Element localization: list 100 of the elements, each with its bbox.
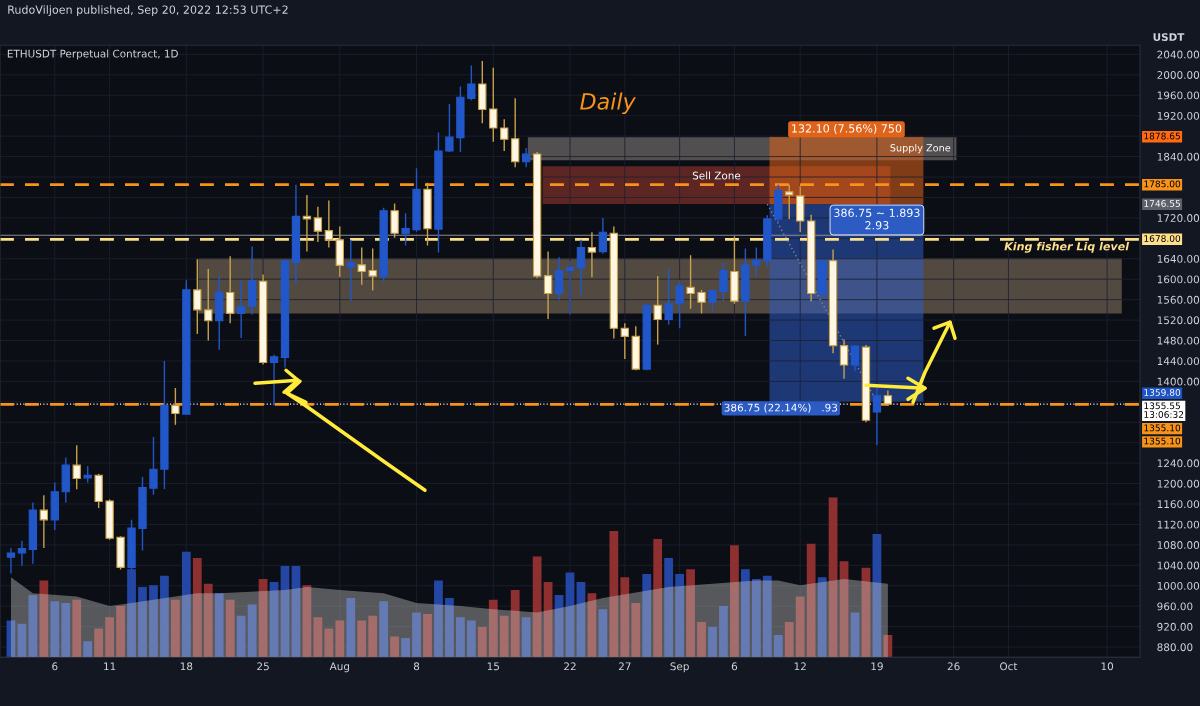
bar — [543, 582, 553, 658]
bar — [181, 551, 191, 658]
candlestick — [686, 254, 695, 310]
annotation: King fisher Liq level — [1004, 241, 1130, 253]
candlestick — [324, 199, 334, 249]
y-tick-label: 960.00 — [1157, 602, 1193, 611]
y-tick-label: 1480.00 — [1157, 336, 1200, 345]
x-tick-label: 6 — [52, 662, 58, 671]
bar — [675, 574, 684, 658]
bar — [269, 582, 279, 658]
y-tick-label: 1960.00 — [1157, 91, 1200, 100]
bar — [598, 609, 608, 658]
bar — [631, 602, 641, 658]
bar — [861, 567, 871, 658]
bar — [192, 558, 202, 658]
x-tick-label: 10 — [1101, 662, 1114, 671]
y-tick-label: 1920.00 — [1157, 111, 1200, 120]
annotation: Daily — [580, 92, 636, 115]
bar — [116, 606, 125, 658]
bar — [576, 582, 586, 658]
y-tick-label: 1840.00 — [1157, 152, 1200, 161]
bar — [324, 628, 334, 658]
bar — [488, 599, 498, 658]
candlestick — [565, 260, 575, 316]
bar — [357, 620, 367, 658]
text: RudoViljoen published, Sep 20, 2022 12:53 UTC+2 — [8, 5, 288, 16]
bar — [751, 578, 761, 658]
ref-line-label: 1355.55 13:06:32 — [1144, 402, 1184, 418]
bar — [50, 601, 60, 658]
chart-title: ETHUSDT Perpetual Contract, 1D — [7, 49, 178, 60]
bar — [510, 590, 520, 658]
bar — [686, 569, 695, 658]
text: 1359.80 — [1144, 389, 1181, 396]
bar — [291, 566, 301, 658]
candlestick — [346, 239, 355, 302]
candlestick — [785, 183, 794, 220]
bar — [883, 634, 893, 658]
x-tick-label: 12 — [794, 662, 806, 671]
y-tick-label: 1160.00 — [1157, 500, 1200, 509]
bar — [806, 543, 816, 658]
y-tick-label: 1200.00 — [1157, 479, 1200, 488]
band-label: 386.75 (22.14%) .93 — [724, 403, 838, 413]
y-tick-label: 1560.00 — [1157, 295, 1200, 304]
bar — [39, 580, 49, 658]
y-tick-label: 1440.00 — [1157, 357, 1200, 366]
candlestick — [543, 250, 553, 320]
text: 1355.10 — [1144, 424, 1181, 432]
candlestick — [697, 289, 706, 315]
y-axis-title: USDT — [1153, 33, 1185, 42]
bar — [477, 626, 487, 658]
candlestick — [269, 354, 279, 407]
text: 1746.55 — [1144, 200, 1180, 207]
candlestick — [6, 547, 16, 575]
bar — [872, 534, 882, 658]
x-tick-label: 19 — [871, 662, 883, 671]
candlestick — [620, 322, 629, 360]
bar — [94, 628, 104, 658]
candlestick — [554, 256, 564, 301]
bar — [160, 575, 169, 658]
bar — [697, 622, 706, 658]
bar — [236, 615, 246, 658]
candlestick — [719, 262, 728, 302]
bar — [532, 556, 542, 658]
candlestick — [752, 246, 761, 277]
band-label: Supply Zone — [890, 143, 951, 154]
bar — [28, 594, 38, 658]
bar — [225, 599, 235, 658]
ref-line-label: 1785.00 — [1144, 180, 1181, 188]
candlestick — [357, 246, 366, 286]
x-tick-label: 18 — [180, 662, 193, 671]
bar — [642, 574, 652, 658]
y-tick-label: 1720.00 — [1157, 214, 1200, 222]
bar — [149, 585, 158, 658]
bar — [280, 566, 290, 658]
candlestick — [236, 279, 246, 339]
bar — [61, 602, 71, 658]
x-tick-label: Sep — [670, 662, 689, 673]
bar — [313, 617, 323, 658]
ref-line-label: 1678.00 — [1144, 235, 1181, 242]
candlestick — [72, 444, 81, 490]
candlestick — [587, 231, 597, 278]
x-tick-label: Aug — [329, 662, 350, 673]
text: 1355.10 — [1144, 437, 1181, 445]
x-tick-label: 25 — [257, 662, 269, 671]
x-tick-label: 11 — [104, 662, 116, 671]
bar — [773, 634, 783, 658]
bar — [784, 622, 794, 658]
candlestick — [17, 540, 27, 567]
bar — [335, 620, 345, 658]
bar — [565, 572, 575, 658]
bar — [456, 617, 465, 658]
x-tick-label: 15 — [487, 662, 499, 671]
candlestick — [675, 279, 684, 329]
candlestick — [39, 494, 49, 549]
candlestick — [390, 202, 399, 239]
y-tick-label: 1120.00 — [1157, 520, 1200, 529]
y-tick-label: 880.00 — [1157, 643, 1193, 652]
x-tick-label: 27 — [618, 662, 631, 671]
band-label: 132.10 (7.56%) 750 — [792, 124, 902, 134]
candlestick — [664, 267, 673, 326]
